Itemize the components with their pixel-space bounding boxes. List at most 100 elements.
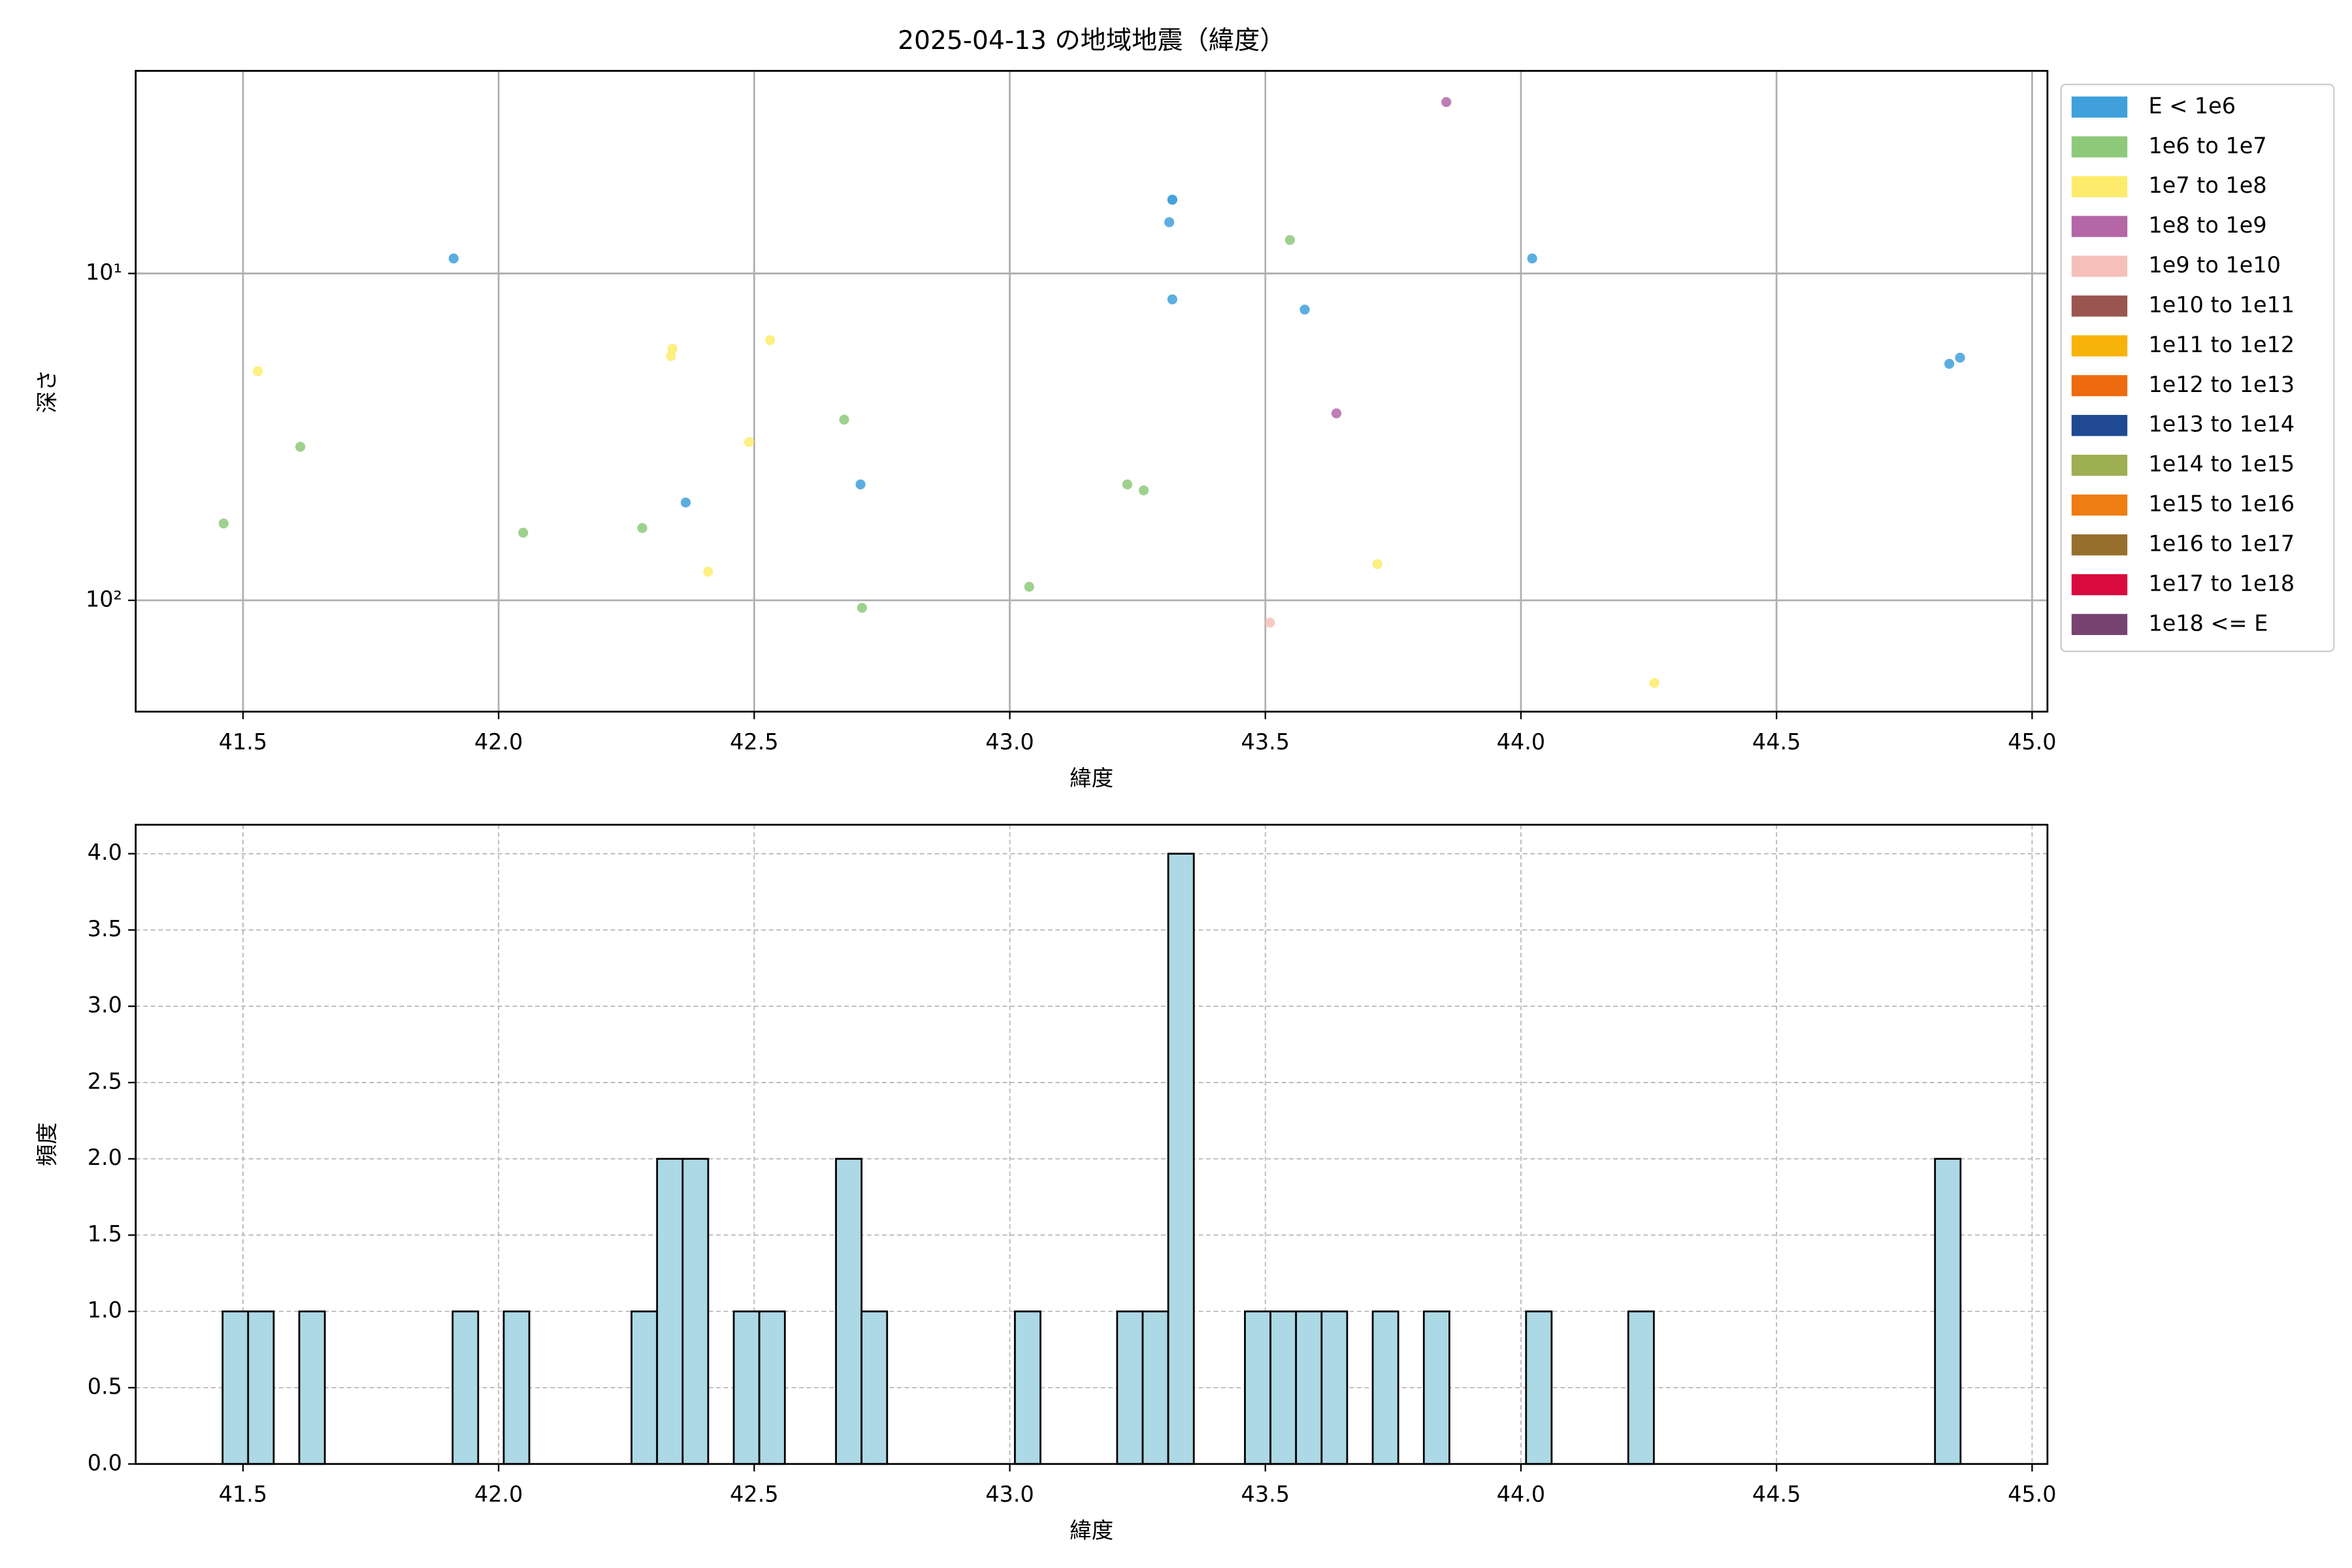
legend-swatch — [2071, 455, 2128, 476]
legend-swatch — [2071, 534, 2128, 556]
histogram-bar — [1141, 1310, 1169, 1465]
legend-label: E < 1e6 — [2148, 93, 2236, 118]
scatter-point — [855, 479, 866, 490]
scatter-point — [1299, 304, 1310, 315]
y-axis-label: 頻度 — [34, 1122, 59, 1166]
scatter-point — [703, 566, 713, 577]
y-tick-label: 2.0 — [88, 1145, 122, 1170]
histogram-bar — [732, 1310, 760, 1465]
histogram-bar — [1295, 1310, 1323, 1465]
histogram-bar — [1320, 1310, 1348, 1465]
scatter-point — [1955, 352, 1965, 363]
scatter-point — [1024, 581, 1034, 592]
scatter-point — [839, 414, 849, 425]
scatter-point — [1284, 235, 1295, 245]
legend-swatch — [2071, 176, 2128, 197]
histogram-bar — [1422, 1310, 1450, 1465]
histogram-bar — [451, 1310, 480, 1465]
scatter-point — [743, 437, 755, 448]
x-axis-label: 緯度 — [1070, 766, 1113, 791]
legend-swatch — [2071, 136, 2128, 157]
x-tick-label: 44.5 — [1752, 1482, 1801, 1507]
x-tick-label: 42.5 — [730, 1482, 779, 1507]
scatter-point — [666, 351, 676, 361]
y-tick-label: 3.5 — [88, 916, 122, 941]
scatter-point — [765, 335, 776, 346]
scatter-point — [1167, 195, 1178, 205]
x-tick-label: 41.5 — [219, 729, 268, 755]
y-tick-label: 3.0 — [88, 992, 122, 1018]
legend-swatch — [2071, 494, 2128, 516]
scatter-point — [1527, 253, 1537, 264]
scatter-point — [1138, 485, 1149, 496]
scatter-point — [518, 527, 529, 538]
chart-title: 2025-04-13 の地域地震（緯度） — [898, 26, 1285, 56]
y-tick-label: 2.5 — [88, 1068, 122, 1094]
scatter-point — [1944, 359, 1955, 369]
legend-label: 1e9 to 1e10 — [2148, 252, 2280, 278]
legend-label: 1e13 to 1e14 — [2148, 412, 2295, 437]
histogram-bar — [221, 1310, 250, 1465]
scatter-point — [857, 602, 868, 613]
scatter-point — [1164, 217, 1175, 227]
x-tick-label: 45.0 — [2008, 729, 2057, 755]
legend-swatch — [2071, 574, 2128, 596]
histogram-bar — [1244, 1310, 1271, 1465]
scatter-point — [1122, 479, 1133, 490]
histogram-bar — [681, 1158, 710, 1465]
x-tick-label: 44.5 — [1752, 729, 1801, 755]
histogram-bar — [758, 1310, 786, 1465]
x-tick-label: 43.5 — [1241, 1482, 1290, 1507]
histogram-bar — [502, 1310, 531, 1465]
scatter-point — [1167, 294, 1178, 304]
legend-swatch — [2071, 96, 2128, 118]
legend-label: 1e7 to 1e8 — [2148, 172, 2266, 198]
plot-frame — [135, 70, 2049, 713]
legend-label: 1e14 to 1e15 — [2148, 451, 2295, 477]
legend-label: 1e17 to 1e18 — [2148, 570, 2295, 596]
histogram-bar — [1014, 1310, 1041, 1465]
histogram-bar — [1525, 1310, 1553, 1465]
x-tick-label: 44.0 — [1497, 1482, 1546, 1507]
histogram-bar — [1116, 1310, 1144, 1465]
histogram-bar — [1269, 1310, 1298, 1465]
x-axis-label: 緯度 — [1070, 1518, 1113, 1543]
legend-swatch — [2071, 295, 2128, 317]
legend-label: 1e11 to 1e12 — [2148, 332, 2295, 357]
scatter-point — [1372, 559, 1382, 570]
legend-swatch — [2071, 613, 2128, 635]
plot-frame — [135, 823, 2049, 1465]
legend-label: 1e6 to 1e7 — [2148, 133, 2266, 158]
histogram-bar — [1934, 1158, 1962, 1465]
histogram-bar — [1371, 1310, 1399, 1465]
legend-label: 1e12 to 1e13 — [2148, 372, 2295, 397]
legend-label: 1e16 to 1e17 — [2148, 531, 2295, 557]
x-tick-label: 42.5 — [730, 729, 779, 755]
x-tick-label: 43.0 — [985, 1482, 1034, 1507]
legend-swatch — [2071, 335, 2128, 357]
histogram-bar — [1167, 853, 1195, 1465]
scatter-point — [218, 518, 229, 529]
scatter-point — [1441, 97, 1452, 107]
histogram-bar — [835, 1158, 863, 1465]
histogram-bar — [247, 1310, 275, 1465]
x-tick-label: 42.0 — [474, 729, 523, 755]
y-tick-label: 1.5 — [88, 1221, 122, 1247]
legend-label: 1e15 to 1e16 — [2148, 491, 2295, 517]
legend-box — [2060, 84, 2335, 653]
histogram-bar — [656, 1158, 684, 1465]
scatter-point — [253, 366, 263, 376]
scatter-point — [1265, 617, 1275, 628]
legend-label: 1e8 to 1e9 — [2148, 212, 2266, 238]
x-tick-label: 43.5 — [1241, 729, 1290, 755]
y-axis-label: 深さ — [34, 369, 59, 413]
legend-label: 1e10 to 1e11 — [2148, 292, 2295, 318]
histogram-bar — [298, 1310, 326, 1465]
y-tick-label: 4.0 — [88, 840, 122, 865]
legend-swatch — [2071, 415, 2128, 436]
scatter-point — [680, 497, 691, 508]
scatter-point — [1649, 678, 1659, 689]
x-tick-label: 45.0 — [2008, 1482, 2057, 1507]
scatter-point — [1331, 408, 1342, 419]
